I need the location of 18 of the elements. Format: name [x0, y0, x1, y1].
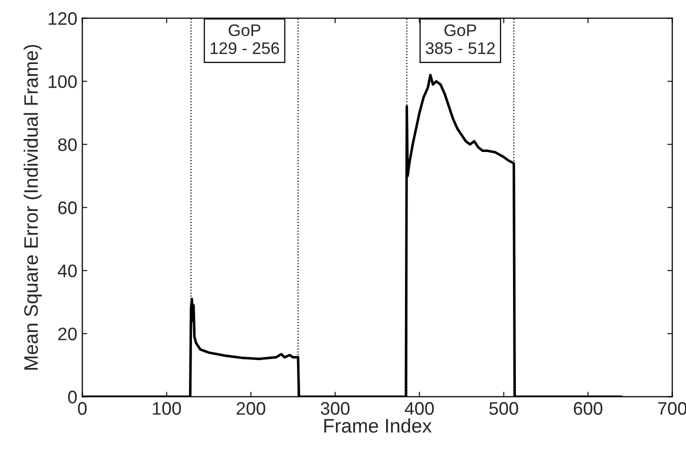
- x-tick-label: 200: [236, 402, 266, 415]
- x-tick-label: 0: [78, 402, 87, 415]
- x-tick-label: 600: [574, 402, 602, 415]
- x-tick-label: 300: [320, 402, 350, 415]
- y-tick-label: 80: [58, 138, 77, 152]
- y-tick-label: 40: [58, 264, 77, 278]
- y-tick-label: 120: [48, 12, 77, 25]
- y-tick-label: 20: [58, 328, 77, 340]
- x-tick-label: 100: [152, 402, 181, 415]
- y-tick-label: 100: [48, 75, 77, 88]
- x-tick-label: 400: [404, 402, 434, 415]
- x-axis-title: Frame Index: [324, 418, 432, 433]
- x-tick-label: 500: [489, 402, 518, 415]
- y-tick-label: 0: [68, 390, 77, 404]
- y-tick-label: 60: [58, 201, 77, 214]
- y-axis-title: Mean Square Error (Individual Frame): [24, 44, 42, 370]
- annotation: GoP 385 - 512: [426, 24, 495, 54]
- annotation: GoP 129 - 256: [210, 24, 280, 54]
